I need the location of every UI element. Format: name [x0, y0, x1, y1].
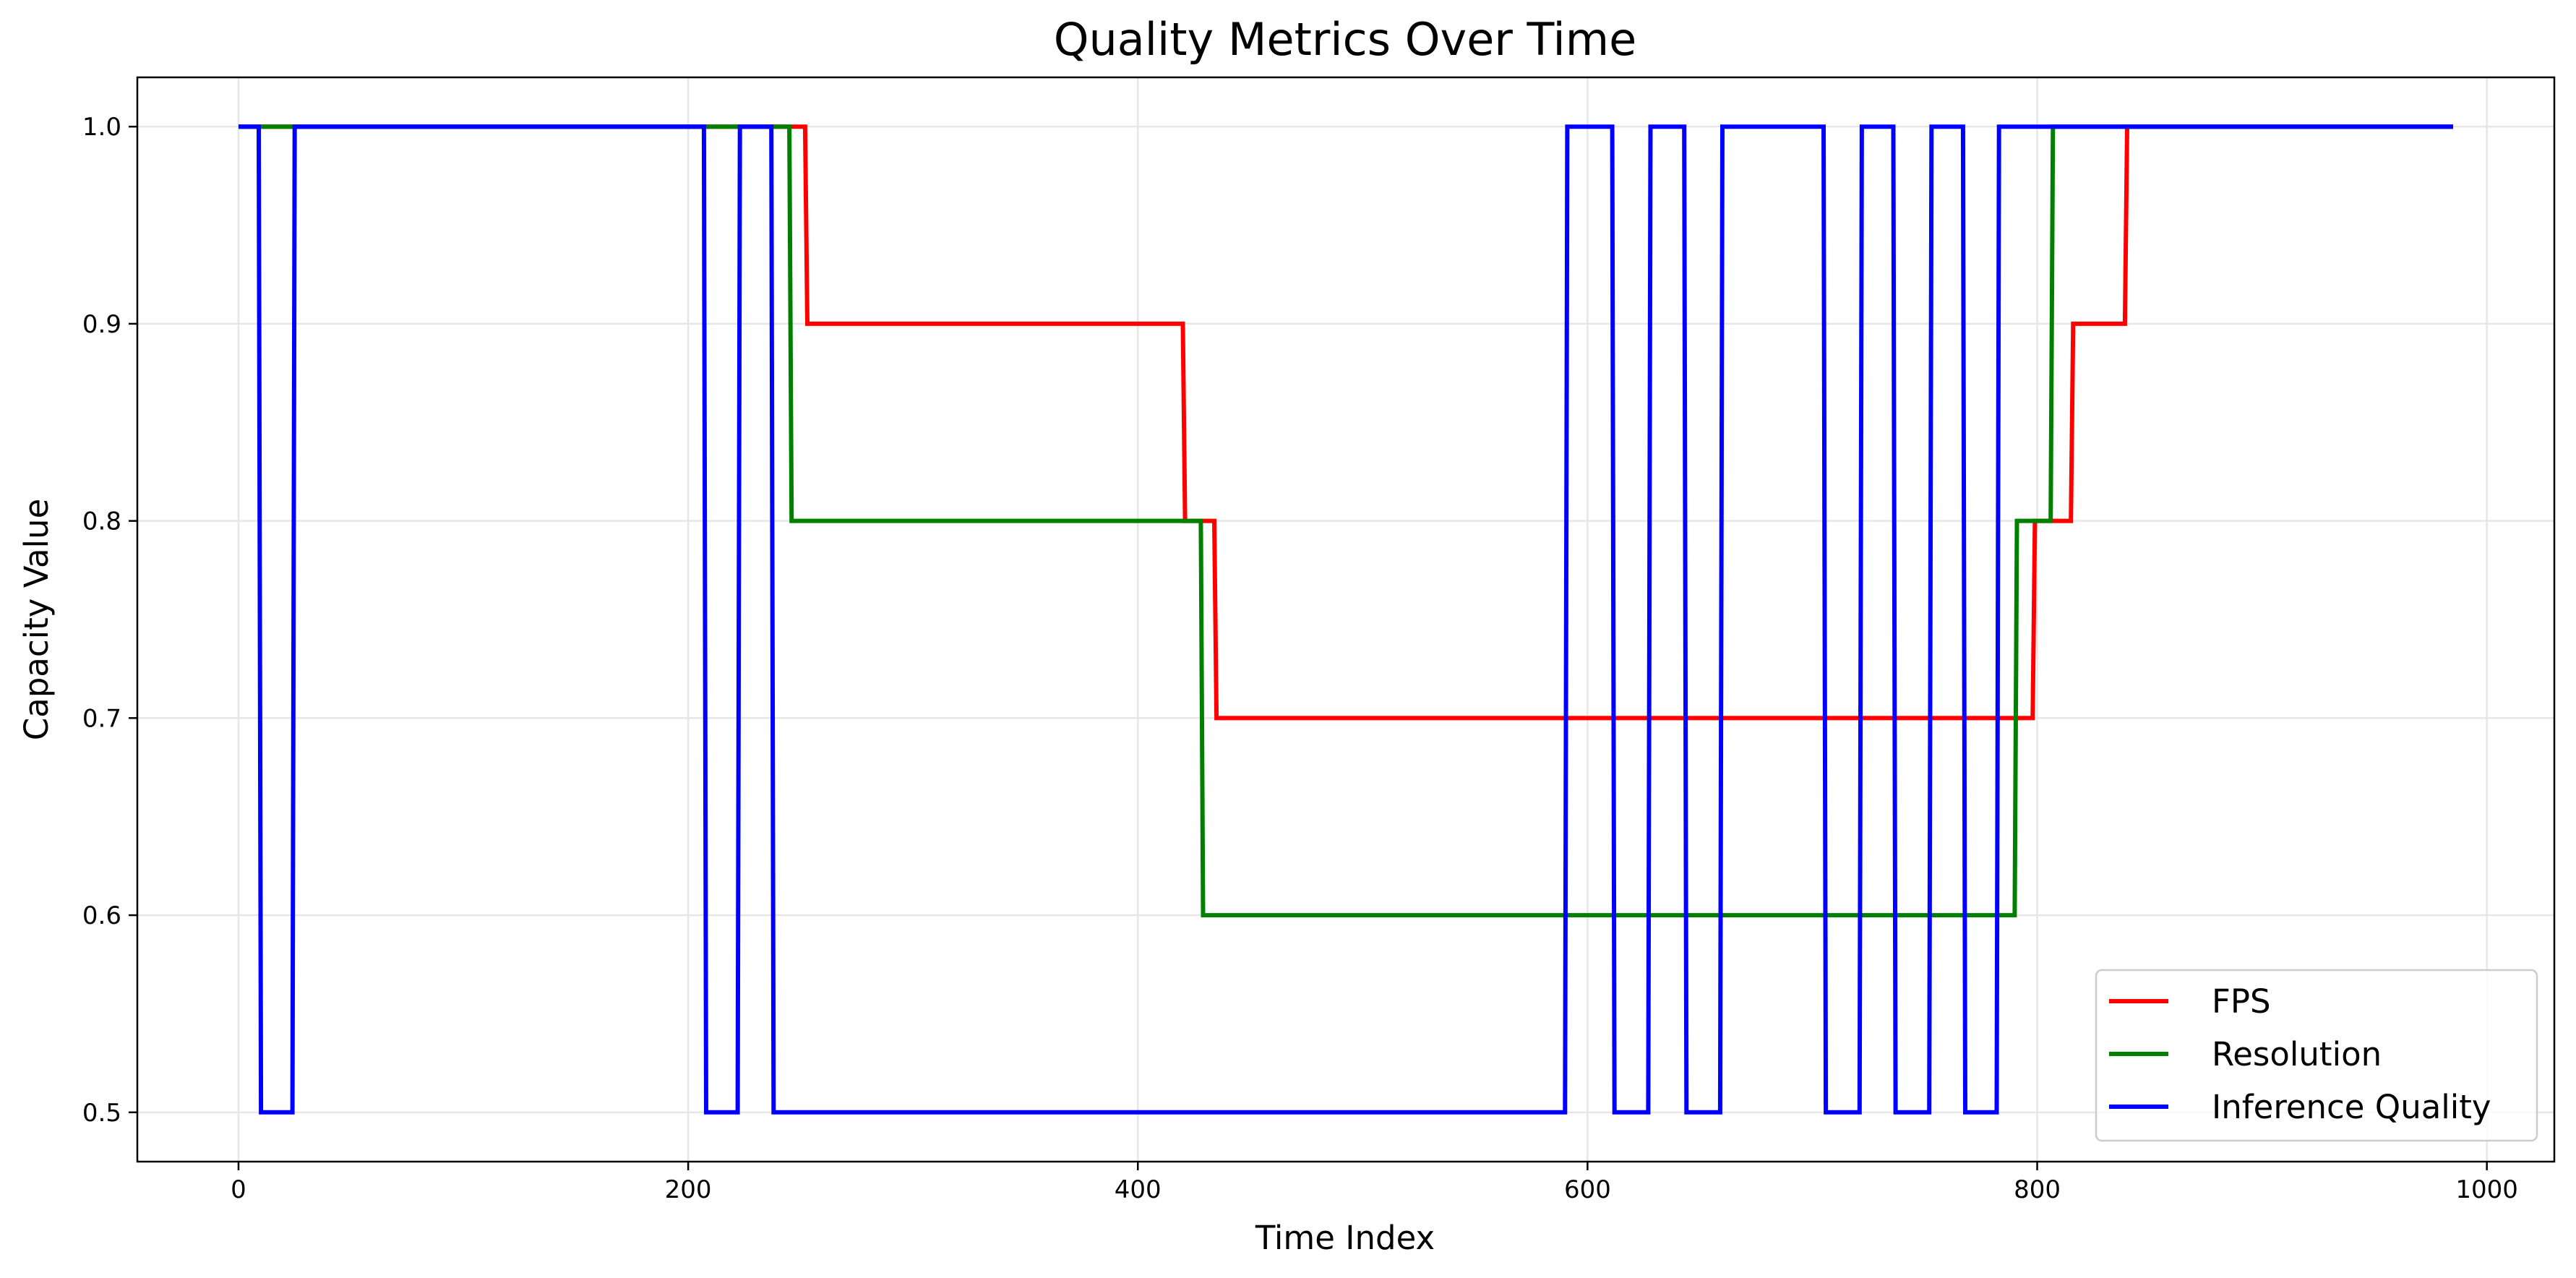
y-tick-label: 0.6 — [82, 901, 121, 930]
x-tick-label: 600 — [1564, 1175, 1611, 1204]
series-line-resolution — [239, 124, 2453, 918]
y-tick-label: 0.9 — [82, 310, 121, 339]
legend-label-fps: FPS — [2212, 982, 2271, 1021]
legend: FPS Resolution Inference Quality — [2095, 969, 2538, 1142]
series-line-fps — [239, 124, 2453, 721]
y-tick-label: 0.5 — [82, 1099, 121, 1128]
x-tick-label: 1000 — [2455, 1175, 2518, 1204]
x-tick-label: 200 — [665, 1175, 712, 1204]
legend-label-inference-quality: Inference Quality — [2212, 1088, 2491, 1126]
y-tick-label: 1.0 — [82, 113, 121, 142]
series-line-inference-quality — [239, 124, 2453, 1115]
series-lines — [239, 124, 2453, 1115]
x-tick-label: 0 — [231, 1175, 246, 1204]
y-axis-label: Capacity Value — [17, 499, 56, 741]
plot-frame — [136, 76, 2556, 1163]
x-axis: 0 200 400 600 800 1000 — [231, 1162, 2518, 1204]
y-tick-label: 0.8 — [82, 507, 121, 536]
x-axis-label: Time Index — [1255, 1219, 1435, 1257]
x-tick-label: 800 — [2014, 1175, 2061, 1204]
chart-title: Quality Metrics Over Time — [1054, 13, 1637, 66]
x-tick-label: 400 — [1115, 1175, 1162, 1204]
y-axis: 0.5 0.6 0.7 0.8 0.9 1.0 — [82, 113, 137, 1128]
y-tick-label: 0.7 — [82, 704, 121, 733]
legend-label-resolution: Resolution — [2212, 1035, 2382, 1073]
legend-box — [2095, 969, 2538, 1142]
